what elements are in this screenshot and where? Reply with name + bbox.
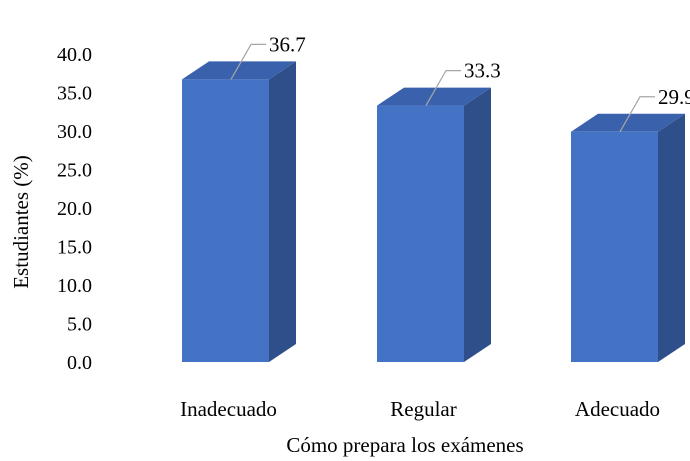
data-label-leader-line	[425, 69, 461, 106]
y-tick-label: 20.0	[57, 198, 92, 220]
x-category-label: Regular	[390, 397, 456, 421]
y-tick-label: 15.0	[57, 237, 92, 259]
bar-front-face	[377, 105, 464, 362]
y-tick-label: 0.0	[67, 352, 92, 374]
x-axis-categories: Inadecuado Regular Adecuado	[180, 397, 660, 421]
y-tick-label: 30.0	[57, 121, 92, 143]
bar-top-face	[182, 61, 296, 80]
bar-series	[182, 61, 685, 363]
bar-side-face	[269, 61, 296, 362]
y-tick-label: 40.0	[57, 44, 92, 66]
bar-top-face	[571, 113, 685, 132]
y-axis-title: Estudiantes (%)	[9, 155, 33, 289]
y-tick-label: 5.0	[67, 314, 92, 336]
x-category-label: Adecuado	[575, 397, 660, 421]
data-label-leader-line	[230, 43, 266, 80]
data-label: 29.9	[658, 85, 690, 109]
x-category-label: Inadecuado	[180, 397, 277, 421]
bar-front-face	[571, 131, 658, 362]
bar	[377, 87, 491, 362]
data-label: 36.7	[269, 32, 306, 56]
x-axis-title: Cómo prepara los exámenes	[286, 433, 523, 457]
bar-side-face	[464, 87, 491, 362]
y-tick-label: 35.0	[57, 83, 92, 105]
y-tick-label: 25.0	[57, 160, 92, 182]
data-label-leader-line	[619, 96, 655, 133]
y-axis-ticks: 0.0 5.0 10.0 15.0 20.0 25.0 30.0 35.0 40.0	[57, 44, 92, 374]
data-labels: 36.7 33.3 29.9	[230, 32, 690, 133]
bar-side-face	[658, 113, 685, 363]
data-label: 33.3	[464, 59, 501, 83]
bar	[571, 113, 685, 363]
y-tick-label: 10.0	[57, 275, 92, 297]
bar-front-face	[182, 79, 269, 362]
bar	[182, 61, 296, 362]
bar-top-face	[377, 87, 491, 106]
